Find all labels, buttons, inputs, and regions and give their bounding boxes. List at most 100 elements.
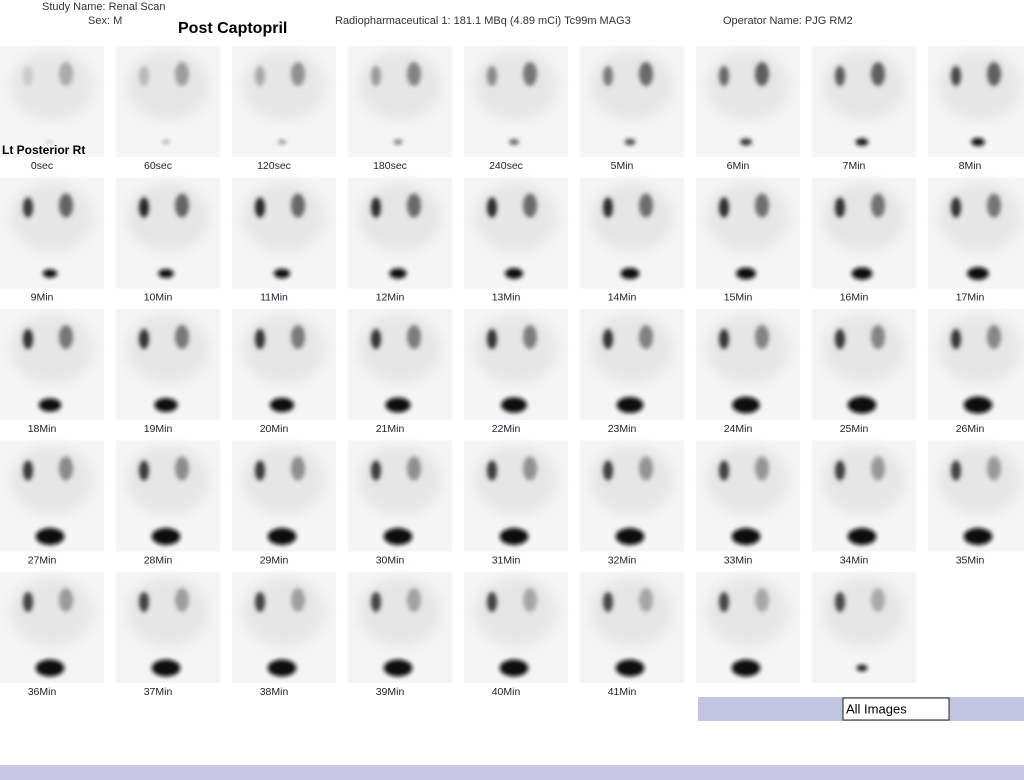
scan-frame	[348, 440, 452, 552]
scan-frame	[928, 177, 1024, 289]
bladder	[389, 268, 407, 279]
left-kidney	[23, 197, 33, 218]
view-select[interactable]	[842, 697, 950, 721]
body-haze	[822, 182, 906, 253]
bladder	[499, 659, 529, 677]
bladder	[731, 659, 761, 677]
scan-frame	[348, 46, 452, 157]
frame-label: 22Min	[492, 423, 521, 435]
frame-label: 32Min	[608, 554, 637, 566]
bladder	[736, 267, 756, 280]
left-kidney	[139, 197, 149, 218]
left-kidney	[371, 197, 381, 218]
bladder	[855, 138, 869, 146]
frame-label: 6Min	[727, 160, 750, 172]
right-kidney	[639, 588, 653, 612]
body-haze	[706, 577, 790, 647]
left-kidney	[487, 329, 497, 349]
left-kidney	[23, 460, 33, 481]
scan-frame	[812, 440, 916, 552]
body-haze	[474, 577, 558, 647]
bladder	[273, 268, 291, 279]
left-kidney	[951, 460, 961, 481]
left-kidney	[835, 197, 845, 218]
frame-label: 7Min	[843, 160, 866, 172]
frame-label: 5Min	[611, 160, 634, 172]
scan-frame	[0, 309, 104, 420]
scan-frame	[116, 46, 220, 157]
right-kidney	[755, 193, 769, 218]
frame-label: 26Min	[956, 423, 985, 435]
bladder	[35, 659, 65, 677]
left-kidney	[951, 197, 961, 218]
frame-label: 18Min	[28, 423, 57, 435]
body-haze	[358, 51, 442, 121]
frame-label: 27Min	[28, 554, 57, 566]
left-kidney	[371, 329, 381, 349]
left-kidney	[255, 329, 265, 349]
right-kidney	[175, 588, 189, 612]
right-kidney	[639, 325, 653, 349]
scan-frame	[580, 309, 684, 420]
body-haze	[706, 51, 790, 121]
frame-label: 180sec	[373, 160, 407, 172]
right-kidney	[755, 588, 769, 612]
scan-frame	[116, 440, 220, 552]
body-haze	[126, 445, 210, 516]
bladder	[615, 528, 645, 545]
left-kidney	[719, 592, 729, 612]
bladder	[267, 659, 297, 677]
right-kidney	[407, 588, 421, 612]
scan-frame	[0, 572, 104, 683]
title: Post Captopril	[178, 20, 287, 37]
right-kidney	[987, 193, 1001, 218]
left-kidney	[603, 197, 613, 218]
body-haze	[358, 314, 442, 384]
bladder	[151, 528, 181, 545]
scan-frame	[116, 177, 220, 289]
body-haze	[242, 445, 326, 516]
left-kidney	[139, 66, 149, 86]
bladder	[154, 398, 178, 412]
frame-label: 0sec	[31, 160, 53, 172]
body-haze	[358, 577, 442, 647]
scan-frame	[812, 309, 916, 420]
bladder	[383, 659, 413, 677]
sex: Sex: M	[88, 15, 122, 27]
bladder	[383, 528, 413, 545]
right-kidney	[291, 456, 305, 481]
frame-label: 15Min	[724, 291, 753, 303]
frame-label: 120sec	[257, 160, 291, 172]
bladder	[847, 396, 877, 414]
scan-frame	[348, 572, 452, 683]
left-kidney	[835, 329, 845, 349]
body-haze	[474, 314, 558, 384]
body-haze	[242, 182, 326, 253]
body-haze	[822, 577, 906, 647]
frame-label: 34Min	[840, 554, 869, 566]
view-select-label[interactable]: All Images	[846, 701, 907, 716]
scan-frame	[0, 440, 104, 552]
right-kidney	[407, 62, 421, 86]
frame-label: 29Min	[260, 554, 289, 566]
right-kidney	[987, 325, 1001, 349]
left-kidney	[719, 66, 729, 86]
bladder	[732, 396, 760, 414]
body-haze	[126, 314, 210, 384]
body-haze	[938, 51, 1022, 121]
right-kidney	[59, 456, 73, 481]
scan-frame	[232, 440, 336, 552]
left-kidney	[603, 66, 613, 86]
right-kidney	[523, 62, 537, 86]
right-kidney	[871, 325, 885, 349]
right-kidney	[291, 193, 305, 218]
right-kidney	[987, 62, 1001, 86]
right-kidney	[175, 193, 189, 218]
right-kidney	[987, 456, 1001, 481]
right-kidney	[871, 62, 885, 86]
body-haze	[126, 577, 210, 647]
frame-label: 36Min	[28, 686, 57, 698]
body-haze	[358, 182, 442, 253]
right-kidney	[755, 325, 769, 349]
scan-frame	[232, 309, 336, 420]
